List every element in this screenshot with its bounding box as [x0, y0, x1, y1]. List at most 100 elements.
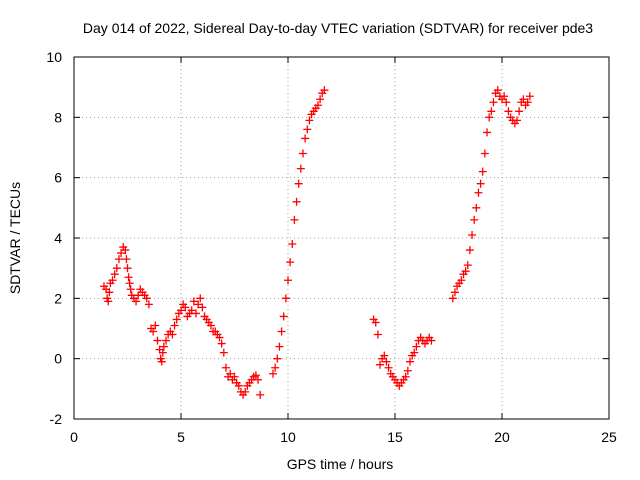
data-point	[401, 372, 410, 381]
data-point	[251, 371, 260, 380]
data-point	[301, 134, 310, 143]
data-point	[305, 116, 314, 125]
data-point	[177, 306, 185, 315]
data-point	[512, 116, 521, 125]
data-point	[373, 330, 382, 339]
data-point	[206, 321, 215, 330]
data-point	[384, 363, 393, 372]
data-point	[123, 264, 132, 273]
data-point	[525, 92, 534, 101]
plot-frame	[73, 56, 610, 420]
data-point	[114, 255, 123, 264]
data-point	[254, 375, 263, 384]
data-point	[198, 303, 207, 312]
data-point	[187, 306, 196, 315]
data-point	[296, 164, 305, 173]
data-point	[523, 98, 532, 107]
data-point	[124, 273, 133, 282]
data-point	[226, 369, 235, 378]
data-point	[122, 255, 131, 264]
y-tick-label: 8	[54, 109, 62, 125]
x-tick-label: 25	[601, 429, 617, 445]
grid	[74, 57, 609, 419]
data-point	[142, 294, 151, 303]
data-point	[504, 107, 513, 116]
data-point	[191, 309, 200, 318]
chart-title: Day 014 of 2022, Sidereal Day-to-day VTE…	[83, 20, 593, 36]
data-point	[189, 297, 198, 306]
data-point	[144, 300, 153, 309]
data-point	[170, 321, 179, 330]
data-point	[194, 300, 203, 309]
data-point	[117, 249, 126, 258]
data-point	[277, 327, 286, 336]
data-point	[219, 348, 228, 357]
data-point	[104, 297, 113, 306]
data-point	[450, 288, 459, 297]
data-point	[110, 270, 119, 279]
data-point	[480, 149, 489, 158]
series-segment-1	[99, 243, 265, 399]
data-point	[478, 167, 487, 176]
data-point	[126, 285, 135, 294]
data-point	[468, 230, 477, 239]
data-point	[159, 342, 168, 351]
data-point	[320, 86, 329, 95]
data-points	[99, 86, 534, 399]
x-tick-label: 20	[494, 429, 510, 445]
data-point	[181, 303, 190, 312]
data-point	[286, 258, 295, 267]
data-point	[500, 92, 509, 101]
data-point	[217, 339, 226, 348]
y-tick-label: 2	[54, 290, 62, 306]
data-point	[275, 342, 284, 351]
data-point	[303, 125, 312, 134]
data-point	[298, 149, 307, 158]
data-point	[313, 101, 322, 110]
data-point	[316, 95, 325, 104]
x-tick-label: 5	[177, 429, 185, 445]
y-axis-title: SDTVAR / TECUs	[7, 182, 23, 294]
data-point	[290, 215, 299, 224]
data-point	[234, 381, 243, 390]
data-point	[483, 128, 492, 137]
data-point	[515, 107, 524, 116]
data-point	[271, 363, 280, 372]
data-point	[470, 215, 479, 224]
data-point	[196, 294, 205, 303]
data-point	[269, 369, 278, 378]
data-point	[168, 330, 177, 339]
data-point	[405, 357, 414, 366]
data-point	[158, 348, 167, 357]
data-point	[371, 318, 380, 327]
data-point	[112, 264, 121, 273]
data-point	[519, 95, 528, 104]
x-tick-label: 0	[70, 429, 78, 445]
y-tick-label: 6	[54, 170, 62, 186]
data-point	[221, 363, 230, 372]
data-point	[457, 276, 466, 285]
y-tick-label: -2	[50, 411, 63, 427]
data-point	[256, 390, 265, 399]
data-point	[487, 107, 496, 116]
series-segment-4	[448, 86, 534, 303]
data-point	[125, 279, 134, 288]
data-point	[465, 246, 474, 255]
y-tick-label: 4	[54, 230, 62, 246]
data-point	[410, 348, 419, 357]
data-point	[215, 333, 224, 342]
data-point	[502, 98, 511, 107]
data-point	[162, 336, 171, 345]
data-point	[376, 360, 385, 369]
x-tick-label: 15	[387, 429, 403, 445]
data-point	[489, 98, 498, 107]
data-point	[472, 203, 481, 212]
data-point	[284, 276, 292, 285]
tick-labels: 0 5 10 15 20 25 -2 0 2 4 6 8 10	[46, 49, 617, 445]
data-point	[151, 321, 160, 330]
y-tick-label: 10	[46, 49, 62, 65]
data-point	[121, 246, 130, 255]
data-point	[427, 336, 436, 345]
data-point	[412, 342, 421, 351]
